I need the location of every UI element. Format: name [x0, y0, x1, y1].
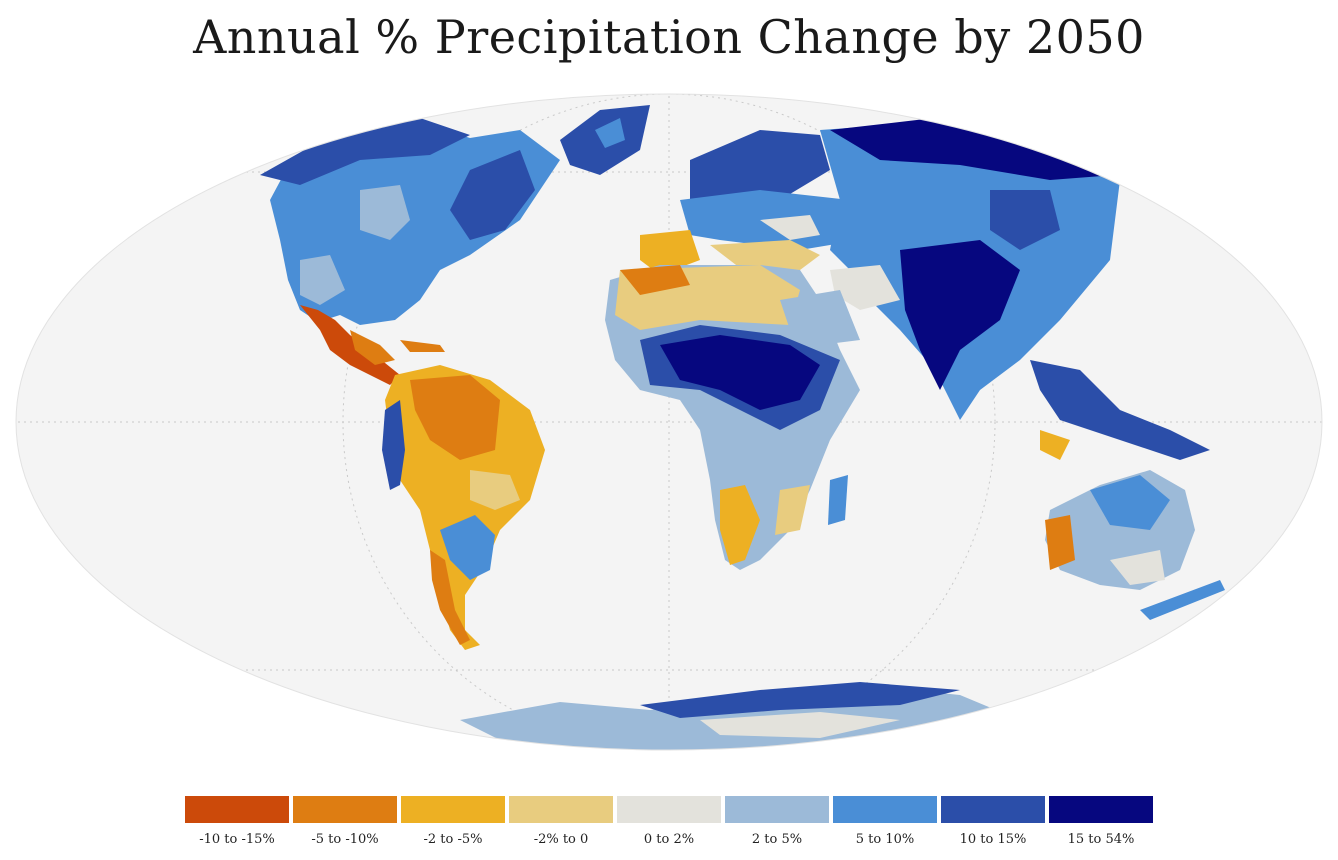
la-plata: [440, 515, 495, 580]
australia: [1045, 470, 1225, 620]
africa: [605, 265, 860, 570]
australia-west: [1045, 515, 1075, 570]
legend-label: 5 to 10%: [855, 832, 915, 847]
legend-swatch: [617, 796, 721, 823]
arabia: [780, 290, 860, 345]
south-africa: [720, 485, 760, 565]
mexico-south: [350, 330, 395, 365]
legend-label: -2% to 0: [533, 832, 589, 847]
legend-swatch: [401, 796, 505, 823]
caribbean: [400, 340, 445, 352]
greenland-inner: [595, 118, 625, 148]
central-america: [300, 305, 445, 385]
legend-label: 10 to 15%: [959, 832, 1027, 847]
legend-swatch: [509, 796, 613, 823]
sa-core: [385, 365, 545, 650]
south-america: [382, 365, 545, 650]
chile: [430, 550, 470, 645]
central-africa: [660, 335, 820, 410]
brazil-south: [470, 470, 520, 510]
na-west: [300, 255, 345, 305]
mediterranean: [710, 240, 820, 270]
legend-label: -5 to -10%: [311, 832, 379, 847]
na-east: [450, 150, 535, 240]
mongolia: [990, 190, 1060, 250]
southeast-asia: [1030, 360, 1210, 460]
legend-swatch: [1049, 796, 1153, 823]
europe: [640, 130, 860, 275]
legend-label: -2 to -5%: [423, 832, 483, 847]
antarctica-interior: [700, 712, 900, 738]
world-map: [0, 90, 1338, 755]
globe-outline: [15, 93, 1323, 751]
north-america: [260, 105, 650, 325]
antarctica-coast: [640, 682, 960, 718]
andes-west: [382, 400, 405, 490]
australia-south: [1110, 550, 1165, 585]
legend-label: 0 to 2%: [643, 832, 695, 847]
na-arctic: [260, 118, 470, 185]
land: [260, 105, 1225, 750]
middle-east: [830, 265, 900, 310]
australia-north: [1090, 475, 1170, 530]
south-asia: [900, 240, 1020, 390]
legend-label: -10 to -15%: [199, 832, 275, 847]
amazon: [410, 375, 500, 460]
mozambique: [775, 485, 810, 535]
world-map-svg: [15, 93, 1323, 751]
legend-swatch: [185, 796, 289, 823]
legend-swatch: [833, 796, 937, 823]
legend-swatch: [725, 796, 829, 823]
madagascar: [828, 475, 848, 525]
new-zealand: [1140, 580, 1225, 620]
iberia: [640, 230, 700, 275]
black-sea-region: [760, 215, 820, 240]
map-title: Annual % Precipitation Change by 2050: [193, 10, 1145, 64]
indonesia-dry: [1040, 430, 1070, 460]
scandinavia: [690, 130, 830, 210]
siberia: [830, 115, 1115, 180]
legend-swatch: [293, 796, 397, 823]
asia: [780, 115, 1210, 460]
morocco: [620, 265, 690, 295]
legend-label: 2 to 5%: [751, 832, 803, 847]
na-plains: [360, 185, 410, 240]
legend-swatch: [941, 796, 1045, 823]
legend-label: 15 to 54%: [1067, 832, 1135, 847]
legend: -10 to -15% -5 to -10% -2 to -5% -2% to …: [185, 796, 1157, 856]
